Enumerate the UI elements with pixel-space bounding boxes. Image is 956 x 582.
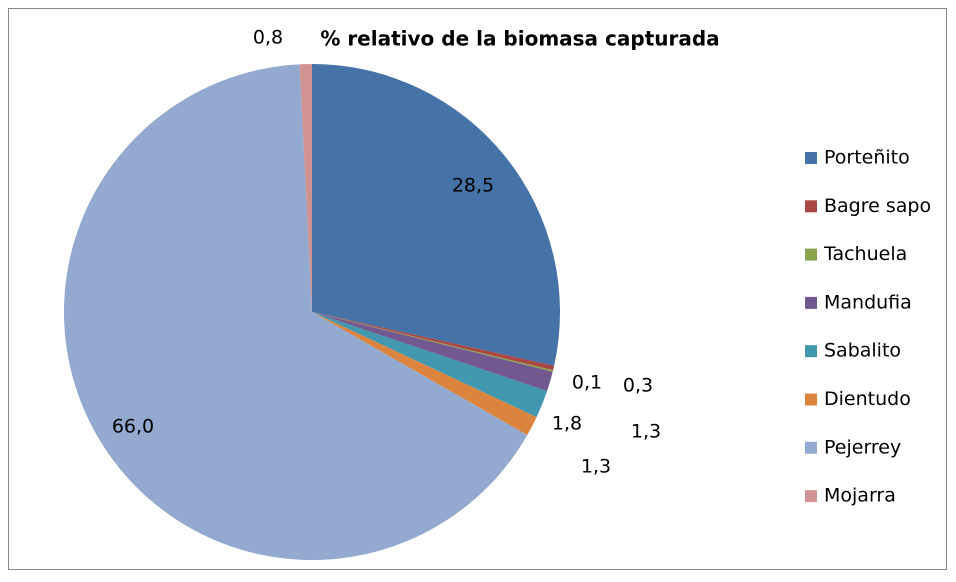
- legend-label: Dientudo: [824, 388, 911, 410]
- data-label: 0,1: [572, 372, 602, 394]
- pie-slice: [312, 64, 560, 366]
- data-label: 1,3: [581, 456, 611, 478]
- legend-label: Mojarra: [824, 485, 896, 507]
- pie-slice: [299, 64, 312, 312]
- legend-swatch: [805, 248, 817, 261]
- chart-title: % relativo de la biomasa capturada: [320, 27, 719, 51]
- data-label: 28,5: [452, 175, 494, 197]
- data-label: 1,8: [552, 413, 582, 435]
- legend-swatch: [805, 490, 817, 503]
- legend-swatch: [805, 296, 817, 309]
- legend-label: Pejerrey: [824, 436, 901, 458]
- legend-swatch: [805, 200, 817, 213]
- legend-label: Sabalito: [824, 340, 901, 362]
- pie-slice: [312, 312, 548, 418]
- legend-swatch: [805, 152, 817, 164]
- pie-slice: [63, 64, 528, 560]
- legend-swatch: [805, 441, 817, 454]
- legend-label: Porteñito: [824, 147, 910, 169]
- pie-slice: [312, 312, 554, 372]
- pie-slice: [312, 312, 555, 371]
- legend-label: Tachuela: [823, 243, 907, 265]
- legend-label: Mandufia: [824, 291, 912, 313]
- data-label: 66,0: [112, 416, 154, 438]
- legend-swatch: [805, 345, 817, 358]
- pie-slice: [312, 312, 537, 436]
- legend-swatch: [805, 393, 817, 406]
- pie-slice: [312, 312, 553, 392]
- data-label: 1,3: [631, 421, 661, 443]
- legend-label: Bagre sapo: [824, 195, 931, 217]
- data-label: 0,8: [253, 27, 283, 49]
- data-label: 0,3: [623, 375, 653, 397]
